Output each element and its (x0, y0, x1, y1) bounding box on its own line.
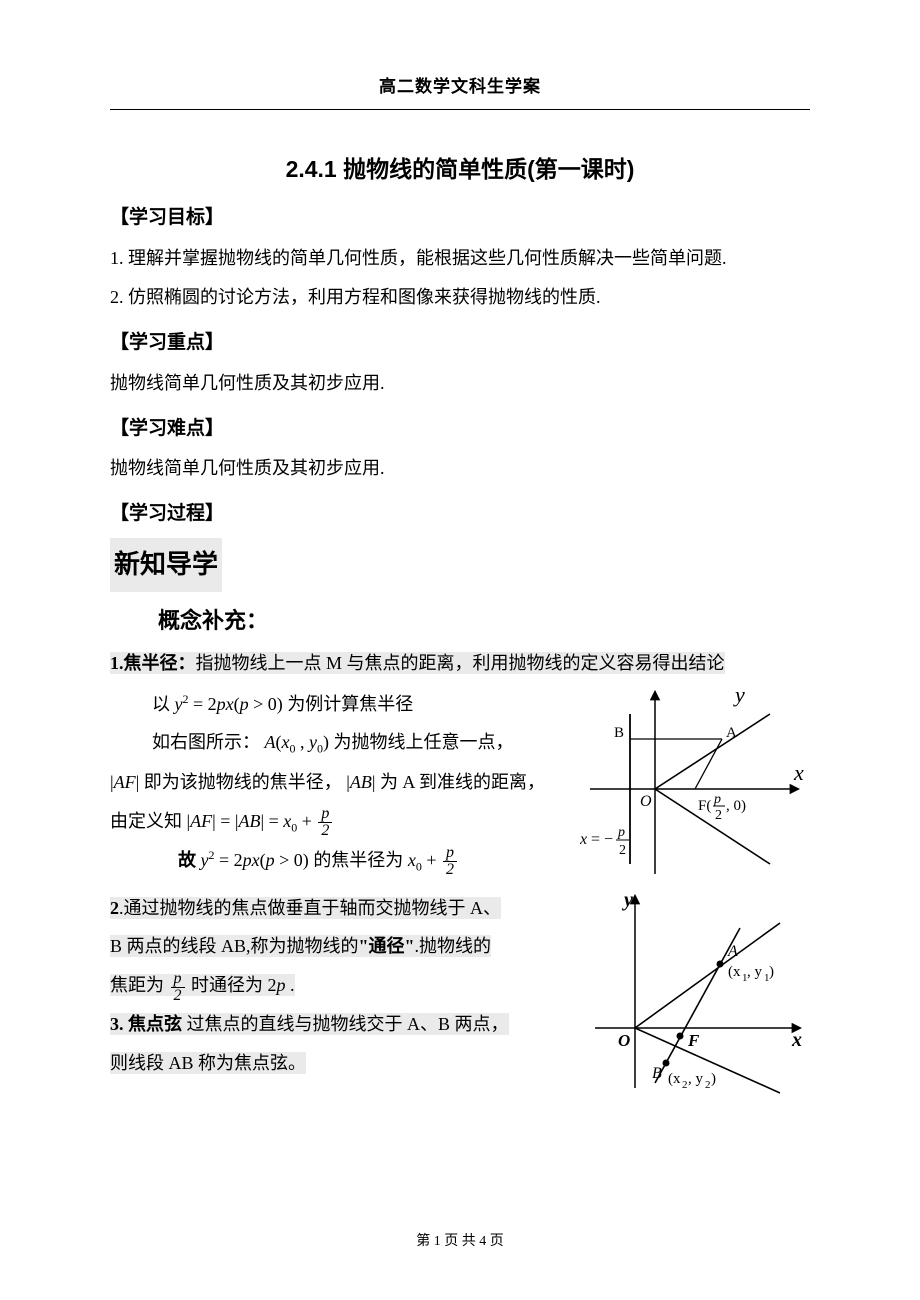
concept-1-line1: 1.焦半径：指抛物线上一点 M 与焦点的距离，利用抛物线的定义容易得出结论 (110, 645, 810, 682)
c3-rest-b: 则线段 AB 称为焦点弦。 (110, 1052, 306, 1074)
concept-2-line2: B 两点的线段 AB,称为抛物线的"通径".抛物线的 (110, 928, 568, 965)
page-header: 高二数学文科生学案 (110, 70, 810, 105)
concept-1-line6: 故 y2 = 2px(p > 0) 的焦半径为 x0 + p2 (110, 842, 568, 879)
c1-rest: 指抛物线上一点 M 与焦点的距离，利用抛物线的定义容易得出结论 (196, 653, 725, 673)
svg-text:A: A (727, 943, 738, 960)
c1-l6a: 故 (178, 850, 201, 870)
svg-text:F(: F( (698, 798, 711, 814)
svg-text:2: 2 (715, 808, 722, 823)
header-rule (110, 109, 810, 110)
c2f: 时通径为 (191, 975, 263, 995)
concept-3-line2: 则线段 AB 称为焦点弦。 (110, 1045, 568, 1082)
svg-text:2: 2 (705, 1079, 711, 1091)
frac-den: 2 (318, 823, 332, 839)
svg-text:x: x (580, 831, 587, 848)
c1-lead: 1.焦半径： (110, 653, 196, 673)
figure-1: y x A B O F( p 2 , 0) x = − p 2 (580, 684, 810, 884)
c1-l3b: 为抛物线上任意一点， (334, 732, 514, 752)
section-diff-head: 【学习难点】 (110, 410, 810, 449)
focus-body: 抛物线简单几何性质及其初步应用. (110, 365, 810, 402)
frac-num: p (318, 806, 332, 823)
svg-text:p: p (713, 792, 721, 807)
svg-text:F: F (687, 1031, 700, 1050)
svg-text:A: A (726, 725, 737, 741)
c1-l2b: 为例计算焦半径 (287, 694, 413, 714)
concept-2-line1: 2.2.通过抛物线的焦点做垂直于轴而交抛物线于 A、通过抛物线的焦点做垂直于轴而… (110, 890, 568, 927)
svg-text:x: x (791, 1029, 802, 1051)
svg-text:, y: , y (688, 1071, 704, 1087)
svg-text:2: 2 (682, 1079, 688, 1091)
c1-l5: 由定义知 (110, 811, 182, 831)
svg-text:O: O (618, 1031, 630, 1050)
c3-rest-a: 过焦点的直线与抛物线交于 A、B 两点， (182, 1014, 509, 1034)
figure-2: y x O F A (x 1 , y 1 ) B (x 2 , y 2 ) (580, 888, 810, 1098)
concept-1-line3: 如右图所示： A(x0 , y0) 为抛物线上任意一点， (110, 724, 568, 761)
svg-text:, y: , y (747, 964, 763, 980)
page-footer: 第 1 页 共 4 页 (0, 1230, 920, 1250)
c2g: . (290, 975, 295, 995)
concept-2-line3: 焦距为 p2 时通径为 2p . (110, 967, 568, 1004)
svg-text:(x: (x (668, 1071, 681, 1087)
svg-text:x: x (793, 760, 804, 785)
section-focus-head: 【学习重点】 (110, 324, 810, 363)
svg-text:O: O (640, 793, 652, 810)
c3-lead: 3. 焦点弦 (110, 1014, 182, 1034)
svg-text:(x: (x (728, 964, 741, 980)
c1-l6b: 的焦半径为 (313, 850, 408, 870)
frac-num-3: p (171, 971, 185, 988)
svg-text:2: 2 (619, 843, 626, 858)
c1-l2a: 以 (152, 694, 175, 714)
svg-text:p: p (617, 825, 625, 840)
svg-text:= −: = − (591, 831, 613, 848)
frac-den-2: 2 (443, 862, 457, 878)
concept-head: 概念补充： (158, 598, 810, 643)
document-title: 2.4.1 抛物线的简单性质(第一课时) (110, 146, 810, 193)
c1-l4a: 即为该抛物线的焦半径， (144, 772, 342, 792)
diff-body: 抛物线简单几何性质及其初步应用. (110, 450, 810, 487)
svg-text:y: y (733, 684, 745, 707)
section-proc-head: 【学习过程】 (110, 495, 810, 534)
frac-num-2: p (443, 845, 457, 862)
frac-den-3: 2 (171, 988, 185, 1004)
svg-text:): ) (769, 964, 774, 980)
svg-text:B: B (614, 725, 624, 741)
svg-text:, 0): , 0) (726, 798, 746, 814)
concept-3-line1: 3. 焦点弦 过焦点的直线与抛物线交于 A、B 两点， (110, 1006, 568, 1043)
goal-item-2: 2. 仿照椭圆的讨论方法，利用方程和图像来获得抛物线的性质. (110, 279, 810, 316)
goal-item-1: 1. 理解并掌握抛物线的简单几何性质，能根据这些几何性质解决一些简单问题. (110, 240, 810, 277)
svg-text:B: B (652, 1065, 662, 1082)
c1-l4b: 为 A 到准线的距离， (380, 772, 545, 792)
section-goal-head: 【学习目标】 (110, 199, 810, 238)
concept-1-line4: |AF| 即为该抛物线的焦半径， |AB| 为 A 到准线的距离， (110, 764, 568, 801)
svg-text:y: y (622, 889, 633, 911)
c2e: 焦距为 (110, 975, 164, 995)
concept-1-line5: 由定义知 |AF| = |AB| = x0 + p2 (110, 803, 568, 840)
svg-text:): ) (711, 1071, 716, 1087)
c1-l3a: 如右图所示： (152, 732, 260, 752)
xinzhi-title: 新知导学 (110, 538, 222, 591)
concept-1-line2: 以 y2 = 2px(p > 0) 为例计算焦半径 (110, 686, 568, 723)
